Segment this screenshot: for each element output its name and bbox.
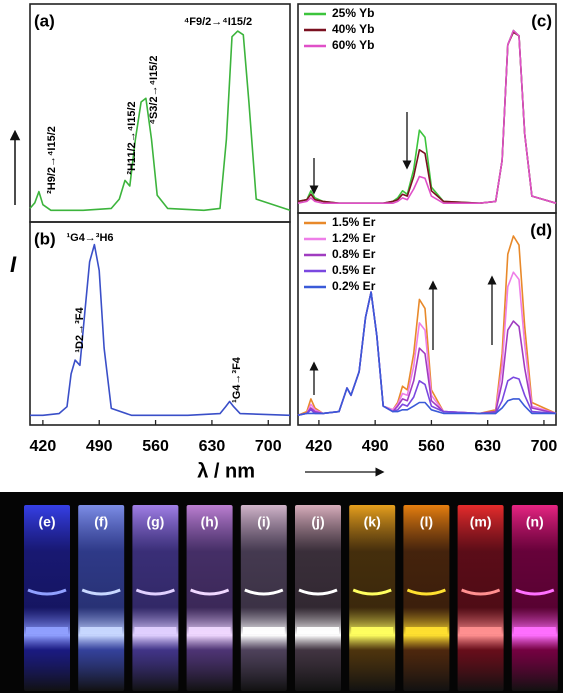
beam (80, 627, 123, 634)
x-tick-label: 630 (199, 438, 226, 455)
x-tick-label: 560 (418, 438, 445, 455)
sample-label: (m) (470, 514, 492, 530)
beam (513, 627, 556, 634)
spectrum-line (297, 29, 557, 204)
cuvette (78, 505, 125, 691)
beam (134, 627, 177, 634)
legend-label: 0.2% Er (332, 279, 376, 293)
x-tick-label: 420 (30, 438, 57, 455)
meniscus (406, 588, 446, 596)
panel-label: (b) (34, 229, 56, 248)
sample-label: (g) (146, 514, 164, 530)
beam (405, 627, 448, 634)
sample-label: (i) (257, 514, 270, 530)
meniscus (352, 588, 392, 596)
cuvette (403, 505, 450, 691)
x-tick-label: 490 (362, 438, 389, 455)
panel-label: (a) (34, 11, 55, 30)
cuvette (457, 505, 504, 691)
cuvette (132, 505, 179, 691)
legend-label: 60% Yb (332, 38, 374, 52)
x-tick-label: 700 (255, 438, 282, 455)
legend-label: 1.2% Er (332, 231, 376, 245)
panel-label: (c) (531, 11, 552, 30)
sample-label: (j) (311, 514, 324, 530)
legend-label: 0.5% Er (332, 263, 376, 277)
cuvette (349, 505, 396, 691)
legend-label: 25% Yb (332, 6, 374, 20)
transition-label: ⁴S3/2→⁴I15/2 (148, 56, 160, 125)
sample-label: (l) (420, 514, 433, 530)
spectrum-line (29, 30, 291, 212)
beam (459, 627, 502, 634)
x-tick-label: 560 (142, 438, 169, 455)
panel-label: (d) (530, 220, 552, 239)
x-tick-label: 420 (306, 438, 333, 455)
meniscus (81, 588, 121, 596)
legend-label: 0.8% Er (332, 247, 376, 261)
spectrum-line (297, 291, 556, 416)
x-tick-label: 630 (474, 438, 501, 455)
sample-label: (e) (38, 514, 55, 530)
spectrum-line (30, 243, 291, 417)
meniscus (515, 588, 555, 596)
transition-label: ¹G4→³F4 (231, 356, 243, 403)
panel-frame (297, 212, 557, 426)
meniscus (27, 588, 67, 596)
beam (188, 627, 231, 634)
x-tick-label: 700 (531, 438, 558, 455)
transition-label: ¹G4→³H6 (66, 232, 113, 244)
sample-label: (n) (526, 514, 544, 530)
cuvette (240, 505, 287, 691)
cuvette (511, 505, 558, 691)
panel-frame (29, 221, 291, 426)
meniscus (298, 588, 338, 596)
transition-label: ²H11/2→⁴I15/2 (126, 101, 138, 174)
sample-label: (k) (364, 514, 381, 530)
beam (351, 627, 394, 634)
transition-label: ¹D2→³F4 (74, 307, 86, 353)
x-axis-label: λ / nm (197, 460, 255, 482)
meniscus (244, 588, 284, 596)
transition-label: ²H9/2→⁴I15/2 (46, 126, 58, 194)
sample-label: (h) (201, 514, 219, 530)
cuvette (24, 505, 70, 691)
y-axis-label: I (10, 252, 17, 277)
cuvette (295, 505, 341, 691)
x-tick-label: 490 (86, 438, 113, 455)
legend-label: 40% Yb (332, 22, 374, 36)
cuvette (186, 505, 233, 691)
meniscus (135, 588, 175, 596)
beam (242, 627, 285, 634)
meniscus (461, 588, 501, 596)
transition-label: ⁴F9/2→⁴I15/2 (184, 16, 252, 28)
meniscus (190, 588, 230, 596)
sample-label: (f) (94, 514, 108, 530)
legend-label: 1.5% Er (332, 215, 376, 229)
beam (297, 627, 339, 634)
cuvettes: (e) (f) (g) (h) (i) (j) (k) (l) (m) (n) (24, 505, 558, 691)
beam (26, 627, 68, 634)
